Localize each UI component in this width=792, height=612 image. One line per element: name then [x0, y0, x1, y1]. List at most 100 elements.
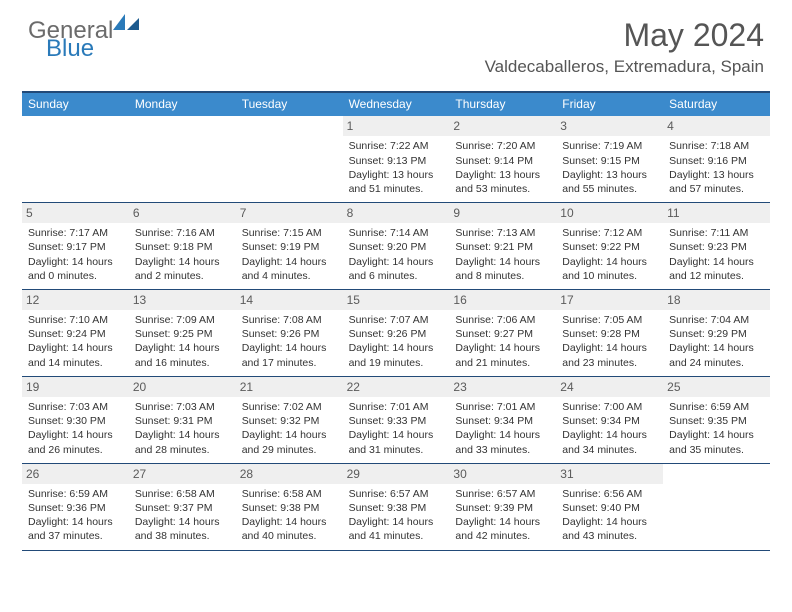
location: Valdecaballeros, Extremadura, Spain — [485, 57, 764, 77]
day-sunrise: Sunrise: 7:03 AM — [28, 400, 123, 414]
day-number: 29 — [343, 464, 450, 484]
day-daylight: Daylight: 13 hours and 55 minutes. — [562, 168, 657, 196]
day-number: 27 — [129, 464, 236, 484]
day-daylight: Daylight: 14 hours and 34 minutes. — [562, 428, 657, 456]
day-cell: 4Sunrise: 7:18 AMSunset: 9:16 PMDaylight… — [663, 116, 770, 202]
header: General Blue May 2024 Valdecaballeros, E… — [0, 0, 792, 81]
day-number: 1 — [343, 116, 450, 136]
day-sunset: Sunset: 9:40 PM — [562, 501, 657, 515]
day-daylight: Daylight: 13 hours and 53 minutes. — [455, 168, 550, 196]
day-daylight: Daylight: 14 hours and 28 minutes. — [135, 428, 230, 456]
day-sunset: Sunset: 9:15 PM — [562, 154, 657, 168]
day-cell: 5Sunrise: 7:17 AMSunset: 9:17 PMDaylight… — [22, 203, 129, 289]
day-number: 20 — [129, 377, 236, 397]
day-cell: 14Sunrise: 7:08 AMSunset: 9:26 PMDayligh… — [236, 290, 343, 376]
day-cell: 16Sunrise: 7:06 AMSunset: 9:27 PMDayligh… — [449, 290, 556, 376]
day-sunset: Sunset: 9:25 PM — [135, 327, 230, 341]
day-sunrise: Sunrise: 7:03 AM — [135, 400, 230, 414]
weekday-header-row: SundayMondayTuesdayWednesdayThursdayFrid… — [22, 93, 770, 116]
day-daylight: Daylight: 14 hours and 12 minutes. — [669, 255, 764, 283]
day-sunrise: Sunrise: 7:22 AM — [349, 139, 444, 153]
day-sunset: Sunset: 9:33 PM — [349, 414, 444, 428]
day-cell — [22, 116, 129, 202]
day-cell: 13Sunrise: 7:09 AMSunset: 9:25 PMDayligh… — [129, 290, 236, 376]
day-sunset: Sunset: 9:26 PM — [349, 327, 444, 341]
day-number: 18 — [663, 290, 770, 310]
day-cell: 2Sunrise: 7:20 AMSunset: 9:14 PMDaylight… — [449, 116, 556, 202]
day-daylight: Daylight: 14 hours and 42 minutes. — [455, 515, 550, 543]
day-cell — [663, 464, 770, 550]
day-sunrise: Sunrise: 6:58 AM — [135, 487, 230, 501]
day-daylight: Daylight: 14 hours and 24 minutes. — [669, 341, 764, 369]
day-sunrise: Sunrise: 7:17 AM — [28, 226, 123, 240]
day-number: 24 — [556, 377, 663, 397]
day-cell: 20 Sunrise: 7:03 AMSunset: 9:31 PMDayligh… — [129, 377, 236, 463]
day-sunrise: Sunrise: 7:12 AM — [562, 226, 657, 240]
day-daylight: Daylight: 13 hours and 57 minutes. — [669, 168, 764, 196]
day-daylight: Daylight: 14 hours and 43 minutes. — [562, 515, 657, 543]
day-sunset: Sunset: 9:39 PM — [455, 501, 550, 515]
day-number: 2 — [449, 116, 556, 136]
day-cell: 23Sunrise: 7:01 AMSunset: 9:34 PMDayligh… — [449, 377, 556, 463]
day-sunset: Sunset: 9:35 PM — [669, 414, 764, 428]
day-number: 28 — [236, 464, 343, 484]
day-sunrise: Sunrise: 6:59 AM — [28, 487, 123, 501]
weekday-header: Thursday — [449, 93, 556, 116]
day-sunrise: Sunrise: 7:20 AM — [455, 139, 550, 153]
day-sunrise: Sunrise: 7:04 AM — [669, 313, 764, 327]
day-number: 4 — [663, 116, 770, 136]
week-row: 12Sunrise: 7:10 AMSunset: 9:24 PMDayligh… — [22, 290, 770, 377]
day-daylight: Daylight: 14 hours and 8 minutes. — [455, 255, 550, 283]
day-sunset: Sunset: 9:26 PM — [242, 327, 337, 341]
week-row: 5Sunrise: 7:17 AMSunset: 9:17 PMDaylight… — [22, 203, 770, 290]
day-number: 17 — [556, 290, 663, 310]
day-sunrise: Sunrise: 7:11 AM — [669, 226, 764, 240]
day-daylight: Daylight: 14 hours and 26 minutes. — [28, 428, 123, 456]
day-cell: 30Sunrise: 6:57 AMSunset: 9:39 PMDayligh… — [449, 464, 556, 550]
day-daylight: Daylight: 14 hours and 33 minutes. — [455, 428, 550, 456]
day-daylight: Daylight: 14 hours and 38 minutes. — [135, 515, 230, 543]
day-sunrise: Sunrise: 7:07 AM — [349, 313, 444, 327]
day-cell: 1Sunrise: 7:22 AMSunset: 9:13 PMDaylight… — [343, 116, 450, 202]
day-cell: 12Sunrise: 7:10 AMSunset: 9:24 PMDayligh… — [22, 290, 129, 376]
day-sunset: Sunset: 9:31 PM — [135, 414, 230, 428]
day-sunset: Sunset: 9:34 PM — [562, 414, 657, 428]
day-daylight: Daylight: 14 hours and 16 minutes. — [135, 341, 230, 369]
day-sunrise: Sunrise: 7:19 AM — [562, 139, 657, 153]
day-number: 21 — [236, 377, 343, 397]
day-daylight: Daylight: 14 hours and 37 minutes. — [28, 515, 123, 543]
day-cell — [129, 116, 236, 202]
day-daylight: Daylight: 14 hours and 40 minutes. — [242, 515, 337, 543]
day-cell: 9 Sunrise: 7:13 AMSunset: 9:21 PMDaylight… — [449, 203, 556, 289]
day-sunset: Sunset: 9:16 PM — [669, 154, 764, 168]
day-number: 14 — [236, 290, 343, 310]
day-sunrise: Sunrise: 6:59 AM — [669, 400, 764, 414]
day-number: 16 — [449, 290, 556, 310]
day-daylight: Daylight: 14 hours and 19 minutes. — [349, 341, 444, 369]
day-cell: 17Sunrise: 7:05 AMSunset: 9:28 PMDayligh… — [556, 290, 663, 376]
day-sunset: Sunset: 9:32 PM — [242, 414, 337, 428]
day-sunrise: Sunrise: 7:16 AM — [135, 226, 230, 240]
day-daylight: Daylight: 14 hours and 23 minutes. — [562, 341, 657, 369]
day-daylight: Daylight: 14 hours and 14 minutes. — [28, 341, 123, 369]
day-number: 9 — [449, 203, 556, 223]
day-daylight: Daylight: 14 hours and 21 minutes. — [455, 341, 550, 369]
day-sunrise: Sunrise: 6:58 AM — [242, 487, 337, 501]
week-row: 19Sunrise: 7:03 AMSunset: 9:30 PMDayligh… — [22, 377, 770, 464]
day-sunrise: Sunrise: 6:57 AM — [455, 487, 550, 501]
day-sunset: Sunset: 9:21 PM — [455, 240, 550, 254]
day-sunrise: Sunrise: 7:06 AM — [455, 313, 550, 327]
day-cell: 11Sunrise: 7:11 AMSunset: 9:23 PMDayligh… — [663, 203, 770, 289]
day-sunrise: Sunrise: 7:13 AM — [455, 226, 550, 240]
day-cell: 31Sunrise: 6:56 AMSunset: 9:40 PMDayligh… — [556, 464, 663, 550]
day-sunset: Sunset: 9:22 PM — [562, 240, 657, 254]
day-sunset: Sunset: 9:38 PM — [349, 501, 444, 515]
day-sunset: Sunset: 9:24 PM — [28, 327, 123, 341]
day-sunrise: Sunrise: 7:00 AM — [562, 400, 657, 414]
day-sunset: Sunset: 9:17 PM — [28, 240, 123, 254]
day-cell: 29Sunrise: 6:57 AMSunset: 9:38 PMDayligh… — [343, 464, 450, 550]
day-sunrise: Sunrise: 7:09 AM — [135, 313, 230, 327]
day-sunrise: Sunrise: 7:05 AM — [562, 313, 657, 327]
weekday-header: Monday — [129, 93, 236, 116]
day-number: 25 — [663, 377, 770, 397]
